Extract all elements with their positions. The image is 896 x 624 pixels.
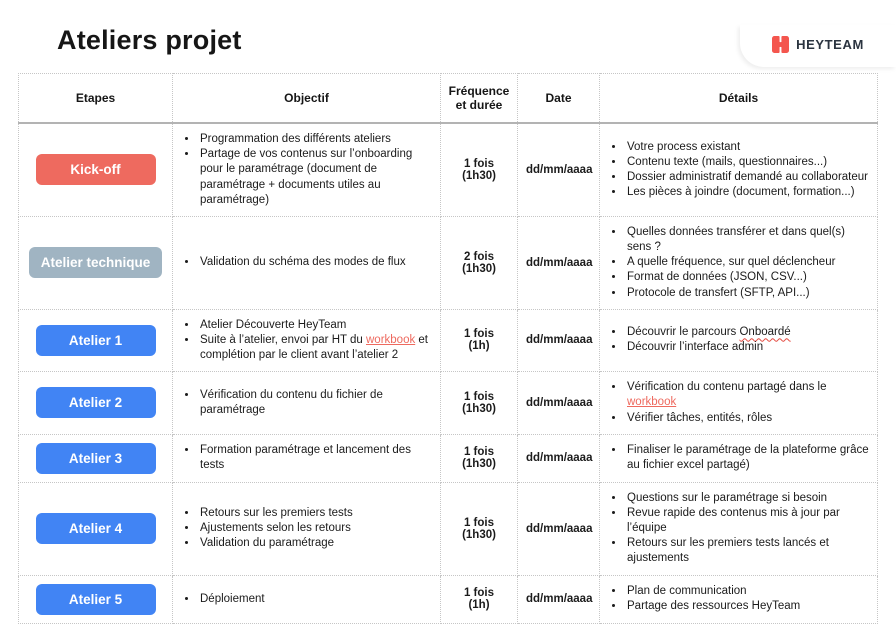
bullet-item: Vérification du contenu du fichier de pa… xyxy=(198,388,432,418)
details-list: Découvrir le parcours OnboardéDécouvrir … xyxy=(608,325,869,355)
bullet-item: Validation du schéma des modes de flux xyxy=(198,255,432,270)
details-list: Vérification du contenu partagé dans le … xyxy=(608,380,869,426)
bullet-item: A quelle fréquence, sur quel déclencheur xyxy=(625,255,869,270)
table-row: Atelier 3 Formation paramétrage et lancem… xyxy=(18,433,878,483)
bullet-item: Validation du paramétrage xyxy=(198,536,432,551)
bullet-item: Formation paramétrage et lancement des t… xyxy=(198,443,432,473)
col-header-date: Date xyxy=(517,73,600,124)
details-list: Votre process existantContenu texte (mai… xyxy=(608,140,869,201)
frequence-cell: 1 fois (1h30) xyxy=(440,371,518,435)
table-row: Atelier 4 Retours sur les premiers testsA… xyxy=(18,481,878,576)
page-title: Ateliers projet xyxy=(57,25,242,55)
objectif-list: Déploiement xyxy=(181,592,432,607)
objectif-list: Vérification du contenu du fichier de pa… xyxy=(181,388,432,418)
details-list: Finaliser le paramétrage de la plateform… xyxy=(608,443,869,473)
col-header-objectif: Objectif xyxy=(172,73,441,124)
bullet-item: Vérifier tâches, entités, rôles xyxy=(625,411,869,426)
misspelled-word: Onboardé xyxy=(739,326,791,339)
date-cell: dd/mm/aaaa xyxy=(517,122,600,217)
objectif-list: Formation paramétrage et lancement des t… xyxy=(181,443,432,473)
objectif-list: Programmation des différents ateliersPar… xyxy=(181,132,432,208)
bullet-item: Format de données (JSON, CSV...) xyxy=(625,270,869,285)
table-row: Kick-off Programmation des différents ate… xyxy=(18,122,878,217)
details-list: Quelles données transférer et dans quel(… xyxy=(608,225,869,301)
bullet-item: Retours sur les premiers tests lancés et… xyxy=(625,536,869,566)
objectif-list: Validation du schéma des modes de flux xyxy=(181,255,432,270)
date-cell: dd/mm/aaaa xyxy=(517,433,600,483)
bullet-item: Atelier Découverte HeyTeam xyxy=(198,318,432,333)
etape-badge: Atelier 5 xyxy=(35,583,156,615)
etape-badge: Atelier 3 xyxy=(35,442,156,474)
bullet-item: Revue rapide des contenus mis à jour par… xyxy=(625,506,869,536)
bullet-item: Votre process existant xyxy=(625,140,869,155)
table-row: Atelier 5 Déploiement 1 fois(1h)dd/mm/aaaa… xyxy=(18,574,878,624)
frequence-cell: 1 fois (1h30) xyxy=(440,481,518,576)
workbook-link[interactable]: workbook xyxy=(627,396,677,409)
details-list: Plan de communicationPartage des ressour… xyxy=(608,584,869,614)
bullet-item: Finaliser le paramétrage de la plateform… xyxy=(625,443,869,473)
col-header-details: Détails xyxy=(599,73,878,124)
workbook-link[interactable]: workbook xyxy=(366,333,416,346)
table-row: Atelier technique Validation du schéma de… xyxy=(18,215,878,310)
bullet-item: Plan de communication xyxy=(625,584,869,599)
date-cell: dd/mm/aaaa xyxy=(517,371,600,435)
frequence-cell: 2 fois (1h30) xyxy=(440,215,518,310)
heyteam-logo-icon xyxy=(772,35,790,53)
frequence-cell: 1 fois (1h) xyxy=(440,308,518,373)
bullet-item: Partage de vos contenus sur l’onboarding… xyxy=(198,147,432,208)
bullet-item: Déploiement xyxy=(198,592,432,607)
bullet-item: Quelles données transférer et dans quel(… xyxy=(625,225,869,255)
table-row: Atelier 1 Atelier Découverte HeyTeamSuite… xyxy=(18,308,878,373)
workshops-table: Etapes Objectif Fréquence et durée Date … xyxy=(18,73,878,624)
objectif-list: Retours sur les premiers testsAjustement… xyxy=(181,506,432,552)
frequence-cell: 1 fois (1h) xyxy=(440,574,518,624)
brand-name: HEYTEAM xyxy=(796,36,864,52)
bullet-item: Questions sur le paramétrage si besoin xyxy=(625,491,869,506)
bullet-item: Dossier administratif demandé au collabo… xyxy=(625,170,869,185)
frequence-cell: 1 fois (1h30) xyxy=(440,433,518,483)
etape-badge: Atelier 2 xyxy=(35,387,156,419)
bullet-item: Suite à l’atelier, envoi par HT du workb… xyxy=(198,333,432,363)
bullet-item: Protocole de transfert (SFTP, API...) xyxy=(625,286,869,301)
details-list: Questions sur le paramétrage si besoinRe… xyxy=(608,491,869,567)
bullet-item: Les pièces à joindre (document, formatio… xyxy=(625,185,869,200)
bullet-item: Partage des ressources HeyTeam xyxy=(625,599,869,614)
etape-badge: Atelier 1 xyxy=(35,324,156,356)
date-cell: dd/mm/aaaa xyxy=(517,574,600,624)
bullet-item: Découvrir le parcours Onboardé xyxy=(625,325,869,340)
bullet-item: Programmation des différents ateliers xyxy=(198,132,432,147)
bullet-item: Découvrir l’interface admin xyxy=(625,340,869,355)
etape-badge: Kick-off xyxy=(35,154,156,186)
date-cell: dd/mm/aaaa xyxy=(517,481,600,576)
brand-card: HEYTEAM xyxy=(740,25,896,67)
col-header-etapes: Etapes xyxy=(18,73,173,124)
bullet-item: Vérification du contenu partagé dans le … xyxy=(625,380,869,410)
etape-badge: Atelier 4 xyxy=(35,513,156,545)
bullet-item: Ajustements selon les retours xyxy=(198,521,432,536)
bullet-item: Retours sur les premiers tests xyxy=(198,506,432,521)
objectif-list: Atelier Découverte HeyTeamSuite à l’atel… xyxy=(181,318,432,364)
bullet-item: Contenu texte (mails, questionnaires...) xyxy=(625,155,869,170)
etape-badge: Atelier technique xyxy=(28,247,163,279)
frequence-cell: 1 fois (1h30) xyxy=(440,122,518,217)
date-cell: dd/mm/aaaa xyxy=(517,308,600,373)
table-row: Atelier 2 Vérification du contenu du fich… xyxy=(18,371,878,435)
page: { "brand": { "name": "HEYTEAM", "logo_co… xyxy=(0,25,896,624)
table-header-row: Etapes Objectif Fréquence et durée Date … xyxy=(18,73,878,124)
date-cell: dd/mm/aaaa xyxy=(517,215,600,310)
col-header-frequence: Fréquence et durée xyxy=(440,73,518,124)
